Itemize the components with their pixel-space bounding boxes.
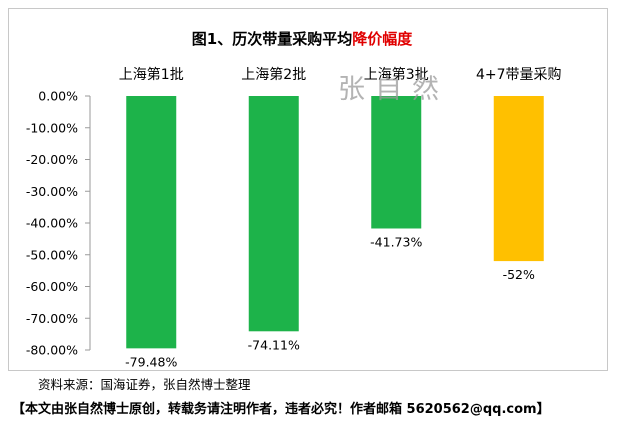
chart-title-main: 图1、历次带量采购平均 <box>192 30 352 48</box>
bar <box>371 96 422 229</box>
watermark-text: 张自然 <box>338 74 449 105</box>
category-label: 上海第1批 <box>119 66 184 83</box>
y-tick-label: -40.00% <box>26 216 78 231</box>
category-label: 上海第3批 <box>364 66 429 83</box>
y-tick-label: -60.00% <box>26 279 78 294</box>
chart-title: 图1、历次带量采购平均降价幅度 <box>192 30 413 48</box>
y-tick-label: -20.00% <box>26 152 78 167</box>
category-label: 4+7带量采购 <box>476 67 562 83</box>
data-label: -74.11% <box>248 337 300 352</box>
chart-title-highlight: 降价幅度 <box>352 30 413 48</box>
y-tick-label: -80.00% <box>26 343 78 358</box>
source-note: 资料来源：国海证券，张自然博士整理 <box>38 377 251 392</box>
data-labels: -79.48% -74.11% -41.73% -52% <box>125 234 535 369</box>
bar <box>126 96 177 349</box>
data-label: -79.48% <box>125 354 177 369</box>
y-tick-label: 0.00% <box>38 89 78 104</box>
y-tick-label: -30.00% <box>26 184 78 199</box>
bars <box>126 96 544 349</box>
data-label: -52% <box>503 267 535 282</box>
bar <box>493 96 544 262</box>
copyright-note: 【本文由张自然博士原创，转载务请注明作者，违者必究！作者邮箱 5620562@q… <box>12 402 550 417</box>
y-tick-label: -10.00% <box>26 120 78 135</box>
y-tick-label: -70.00% <box>26 311 78 326</box>
y-axis: 0.00% -10.00% -20.00% -30.00% -40.00% -50.00%… <box>26 89 91 358</box>
category-labels: 上海第1批 上海第2批 上海第3批 4+7带量采购 <box>119 66 562 83</box>
data-label: -41.73% <box>370 234 422 249</box>
y-tick-label: -50.00% <box>26 247 78 262</box>
category-label: 上海第2批 <box>241 66 306 83</box>
bar <box>248 96 299 332</box>
